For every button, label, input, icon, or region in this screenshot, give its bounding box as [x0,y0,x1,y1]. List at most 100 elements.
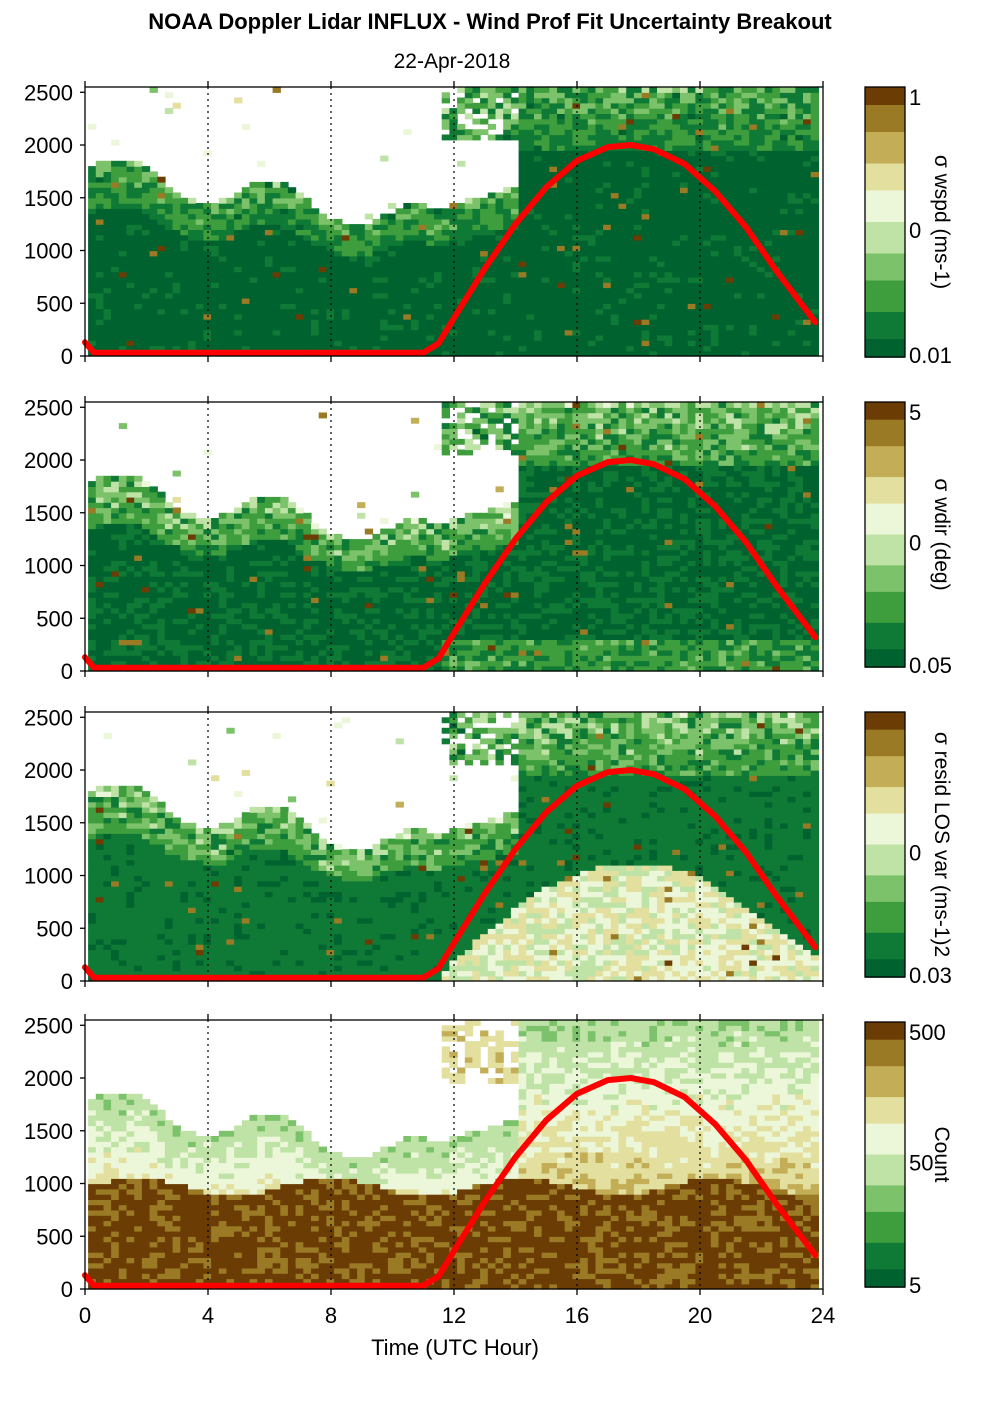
heatmap-cell [534,161,542,167]
heatmap-cell [88,245,96,251]
heatmap-cell [173,235,181,241]
heatmap-cell [180,639,188,645]
heatmap-cell [719,108,727,114]
heatmap-cell [711,135,719,141]
heatmap-cell [611,282,619,288]
heatmap-cell [672,319,680,325]
heatmap-cell [96,219,104,225]
heatmap-cell [334,324,342,330]
heatmap-cell [795,261,803,267]
heatmap-cell [226,624,234,630]
heatmap-cell [211,555,219,561]
heatmap-cell [749,182,757,188]
heatmap-cell [565,346,573,352]
heatmap-cell [111,298,119,304]
heatmap-cell [742,103,750,109]
heatmap-cell [503,314,511,320]
heatmap-cell [442,119,450,125]
heatmap-cell [196,272,204,278]
heatmap-cell [465,251,473,257]
heatmap-cell [634,303,642,309]
heatmap-cell [642,272,650,278]
heatmap-cell [380,309,388,315]
heatmap-cell [688,266,696,272]
heatmap-cell [757,208,765,214]
heatmap-cell [319,214,327,220]
heatmap-cell [480,298,488,304]
heatmap-cell [657,330,665,336]
heatmap-cell [111,314,119,320]
heatmap-cell [703,277,711,283]
heatmap-cell [542,87,550,93]
heatmap-cell [142,486,150,492]
heatmap-cell [303,229,311,235]
heatmap-cell [549,87,557,93]
heatmap-cell [273,224,281,230]
heatmap-cell [211,576,219,582]
heatmap-cell [273,502,281,508]
heatmap-cell [465,229,473,235]
heatmap-cell [711,266,719,272]
heatmap-cell [626,266,634,272]
heatmap-cell [180,523,188,529]
heatmap-cell [234,240,242,246]
heatmap-cell [96,587,104,593]
heatmap-cell [557,282,565,288]
heatmap-cell [157,298,165,304]
heatmap-cell [242,193,250,199]
heatmap-cell [157,256,165,262]
heatmap-cell [150,340,158,346]
heatmap-cell [357,324,365,330]
heatmap-cell [242,618,250,624]
heatmap-cell [788,251,796,257]
heatmap-cell [134,655,142,661]
heatmap-cell [472,219,480,225]
heatmap-cell [88,645,96,651]
heatmap-cell [142,324,150,330]
heatmap-cell [765,287,773,293]
heatmap-cell [288,597,296,603]
heatmap-cell [388,224,396,230]
heatmap-cell [419,266,427,272]
heatmap-cell [588,340,596,346]
heatmap-cell [173,618,181,624]
heatmap-cell [234,550,242,556]
heatmap-cell [373,330,381,336]
heatmap-cell [380,324,388,330]
heatmap-cell [626,150,634,156]
heatmap-cell [488,108,496,114]
heatmap-cell [565,108,573,114]
heatmap-cell [273,214,281,220]
heatmap-cell [349,639,357,645]
heatmap-cell [588,282,596,288]
heatmap-cell [288,319,296,325]
heatmap-cell [234,287,242,293]
heatmap-cell [434,319,442,325]
heatmap-cell [596,135,604,141]
heatmap-cell [349,629,357,635]
heatmap-cell [173,309,181,315]
heatmap-cell [280,240,288,246]
heatmap-cell [265,639,273,645]
heatmap-cell [357,335,365,341]
heatmap-cell [388,229,396,235]
heatmap-cell [526,135,534,141]
heatmap-cell [226,256,234,262]
heatmap-cell [426,335,434,341]
heatmap-cell [619,303,627,309]
heatmap-cell [250,560,258,566]
heatmap-cell [757,103,765,109]
heatmap-cell [234,655,242,661]
heatmap-cell [772,87,780,93]
heatmap-cell [150,639,158,645]
heatmap-cell [111,486,119,492]
heatmap-cell [465,340,473,346]
heatmap-cell [150,624,158,630]
heatmap-cell [480,330,488,336]
heatmap-cell [142,650,150,656]
heatmap-cell [403,245,411,251]
heatmap-cell [711,346,719,352]
heatmap-cell [688,145,696,151]
heatmap-cell [127,198,135,204]
heatmap-cell [549,245,557,251]
